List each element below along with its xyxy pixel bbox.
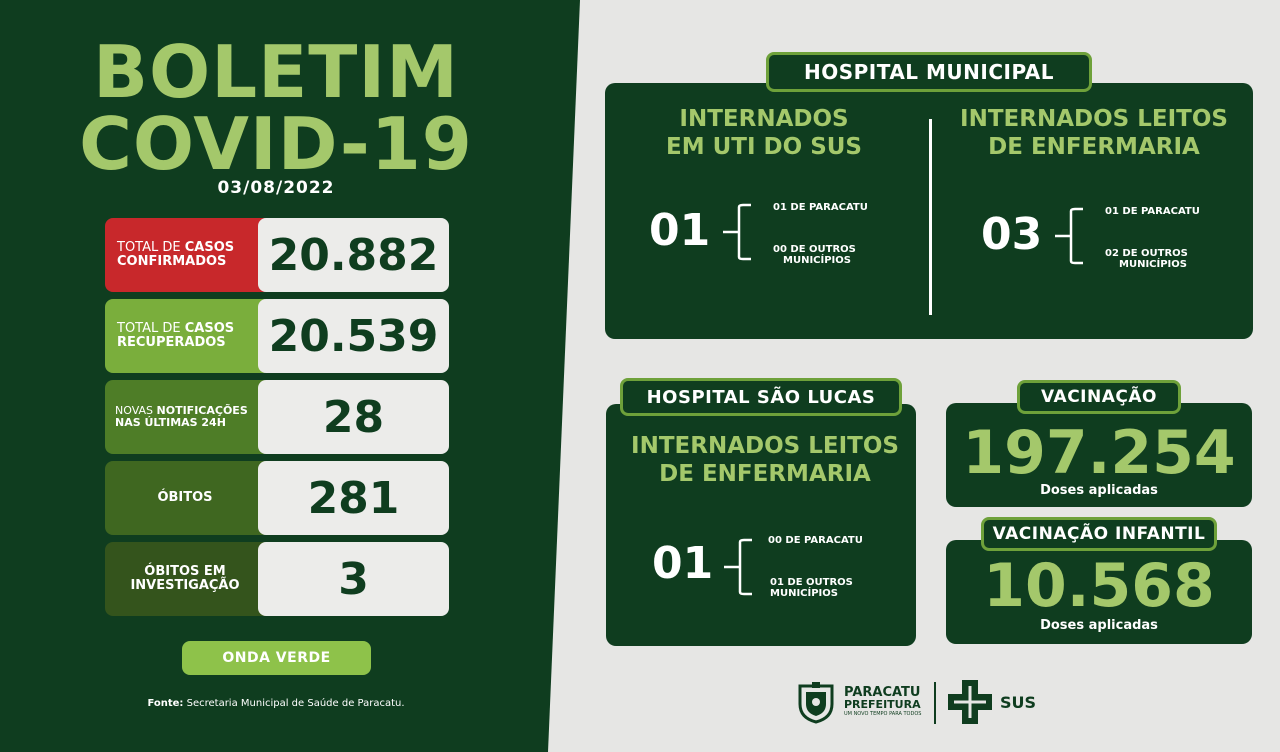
- bulletin-title-line1: BOLETIM: [93, 30, 459, 114]
- uti-others: 00 DE OUTROS MUNICÍPIOS: [773, 244, 856, 266]
- sao-lucas-others: 01 DE OUTROS MUNICÍPIOS: [770, 577, 853, 599]
- stat-deaths-investigation: ÓBITOS EM INVESTIGAÇÃO 3: [105, 542, 449, 616]
- left-panel: [0, 0, 580, 752]
- source-note: Fonte: Secretaria Municipal de Saúde de …: [147, 698, 405, 709]
- vaccination-child-sub: Doses aplicadas: [1040, 618, 1158, 633]
- vaccination-child-header: VACINAÇÃO INFANTIL: [981, 517, 1217, 551]
- crest-icon: [798, 682, 834, 724]
- city-name: PARACATU: [844, 684, 921, 700]
- cross-icon: [948, 680, 992, 724]
- uti-title: INTERNADOS EM UTI DO SUS: [666, 106, 862, 160]
- vaccination-header: VACINAÇÃO: [1017, 380, 1181, 414]
- enfermaria-total: 03: [981, 209, 1043, 260]
- enfermaria-local: 01 DE PARACATU: [1105, 206, 1200, 217]
- stat-value: 28: [258, 380, 449, 454]
- stat-confirmed-cases: TOTAL DE CASOS CONFIRMADOS 20.882: [105, 218, 449, 292]
- wave-badge: ONDA VERDE: [182, 641, 371, 675]
- stat-new-notifications: NOVAS NOTIFICAÇÕES NAS ÚLTIMAS 24H 28: [105, 380, 449, 454]
- stat-label: TOTAL DE CASOS CONFIRMADOS: [105, 218, 265, 292]
- bulletin-title-line2: COVID-19: [79, 102, 473, 186]
- footer-divider: [934, 682, 936, 724]
- uti-local: 01 DE PARACATU: [773, 202, 868, 213]
- divider: [929, 119, 932, 315]
- stat-label: TOTAL DE CASOS RECUPERADOS: [105, 299, 265, 373]
- vaccination-child-value: 10.568: [983, 551, 1215, 621]
- stat-label: ÓBITOS EM INVESTIGAÇÃO: [105, 542, 265, 616]
- sao-lucas-title: INTERNADOS LEITOS DE ENFERMARIA: [631, 433, 899, 487]
- sus-logo: SUS: [946, 678, 1036, 726]
- sus-label: SUS: [1000, 692, 1037, 712]
- uti-total: 01: [649, 205, 711, 256]
- stat-value: 281: [258, 461, 449, 535]
- sao-lucas-local: 00 DE PARACATU: [768, 535, 863, 546]
- hospital-sao-lucas-header: HOSPITAL SÃO LUCAS: [620, 378, 902, 416]
- bulletin-date: 03/08/2022: [217, 178, 335, 198]
- sao-lucas-total: 01: [652, 538, 714, 589]
- stat-label: ÓBITOS: [105, 461, 265, 535]
- city-sub: PREFEITURA: [844, 697, 921, 711]
- vaccination-sub: Doses aplicadas: [1040, 483, 1158, 498]
- prefeitura-logo: PARACATU PREFEITURA UM NOVO TEMPO PARA T…: [794, 680, 921, 724]
- stat-value: 20.539: [258, 299, 449, 373]
- vaccination-card: 197.254 Doses aplicadas: [946, 403, 1252, 507]
- hospital-municipal-header: HOSPITAL MUNICIPAL: [766, 52, 1092, 92]
- vaccination-value: 197.254: [962, 418, 1236, 488]
- stat-label: NOVAS NOTIFICAÇÕES NAS ÚLTIMAS 24H: [105, 380, 265, 454]
- stat-value: 20.882: [258, 218, 449, 292]
- brace-icon: [724, 538, 752, 596]
- stat-recovered-cases: TOTAL DE CASOS RECUPERADOS 20.539: [105, 299, 449, 373]
- hospital-municipal-card: INTERNADOS EM UTI DO SUS 01 01 DE PARACA…: [605, 83, 1253, 339]
- brace-icon: [723, 203, 751, 261]
- enfermaria-others: 02 DE OUTROS MUNICÍPIOS: [1105, 248, 1188, 270]
- vaccination-child-card: 10.568 Doses aplicadas: [946, 540, 1252, 644]
- enfermaria-title: INTERNADOS LEITOS DE ENFERMARIA: [960, 106, 1228, 160]
- brace-icon: [1055, 207, 1083, 265]
- stat-deaths: ÓBITOS 281: [105, 461, 449, 535]
- stat-value: 3: [258, 542, 449, 616]
- city-slogan: UM NOVO TEMPO PARA TODOS: [844, 710, 922, 717]
- hospital-sao-lucas-card: INTERNADOS LEITOS DE ENFERMARIA 01 00 DE…: [606, 404, 916, 646]
